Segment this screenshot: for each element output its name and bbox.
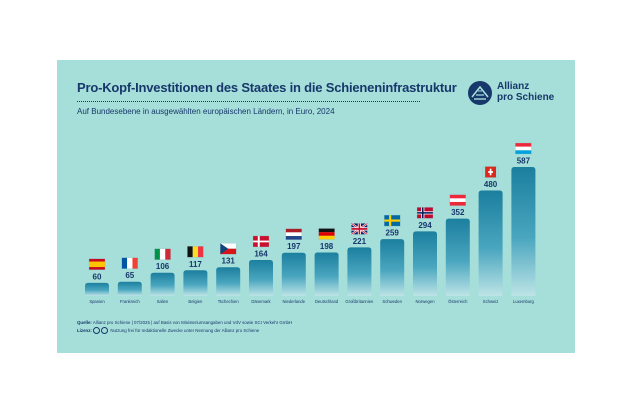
license-text: Nutzung frei für redaktionelle Zwecke un… xyxy=(110,328,260,333)
flag-be-icon xyxy=(187,246,204,258)
flag-se-icon xyxy=(384,214,401,227)
category-label: Dänemark xyxy=(251,299,271,304)
bar xyxy=(314,252,339,296)
value-label: 198 xyxy=(320,242,334,251)
value-label: 60 xyxy=(93,272,102,281)
category-label: Niederlande xyxy=(283,299,306,304)
bar-chart: 60 Spanien 65 Frankreich 106 Italien 117 Belgie… xyxy=(85,142,536,304)
source-text: Allianz pro Schiene | 07/2025 | auf Basi… xyxy=(92,320,293,325)
allianz-pro-schiene-logo-icon xyxy=(468,81,492,105)
bar xyxy=(511,167,536,296)
bar xyxy=(216,267,241,296)
bar xyxy=(413,231,437,296)
license-label: Lizenz: xyxy=(77,328,92,333)
flag-nl-icon xyxy=(285,228,302,240)
source-label: Quelle: xyxy=(77,320,92,325)
license-line: Lizenz: Nutzung frei für redaktionelle Z… xyxy=(77,327,292,335)
value-label: 587 xyxy=(517,157,531,166)
flag-de-icon xyxy=(318,228,335,240)
infographic-card: Pro-Kopf-Investitionen des Staates in di… xyxy=(57,60,575,353)
category-label: Deutschland xyxy=(315,299,339,304)
category-label: Italien xyxy=(157,299,169,304)
category-label: Luxemburg xyxy=(513,299,535,304)
chart-subtitle: Auf Bundesebene in ausgewählten europäis… xyxy=(77,107,335,116)
bar xyxy=(281,252,306,296)
logo-line-2: pro Schiene xyxy=(497,92,555,103)
chart-title: Pro-Kopf-Investitionen des Staates in di… xyxy=(77,80,457,95)
value-label: 197 xyxy=(287,242,301,251)
flag-dk-icon xyxy=(252,235,270,248)
attribution-icon xyxy=(101,327,109,335)
bar xyxy=(183,270,208,296)
flag-at-icon xyxy=(449,194,466,206)
value-label: 117 xyxy=(189,260,202,269)
category-label: Schweden xyxy=(382,299,402,304)
bar xyxy=(249,259,273,296)
category-label: Belgien xyxy=(188,299,203,304)
category-label: Norwegen xyxy=(415,299,435,304)
flag-no-icon xyxy=(416,207,434,219)
bar xyxy=(117,281,142,296)
bar xyxy=(478,190,503,296)
source-line: Quelle: Allianz pro Schiene | 07/2025 | … xyxy=(77,319,292,327)
flag-lu-icon xyxy=(515,142,532,155)
flag-cz-icon xyxy=(220,243,237,255)
value-label: 106 xyxy=(156,262,170,271)
bar xyxy=(85,282,109,296)
bar xyxy=(380,239,405,296)
value-label: 259 xyxy=(386,229,400,238)
value-label: 480 xyxy=(484,180,498,189)
category-label: Schweiz xyxy=(483,299,499,304)
category-label: Großbritannien xyxy=(345,299,374,304)
flag-it-icon xyxy=(154,248,171,260)
title-divider xyxy=(77,101,420,102)
creative-commons-icon xyxy=(93,327,101,335)
bar xyxy=(150,272,175,296)
bar xyxy=(445,218,470,296)
value-label: 65 xyxy=(125,271,134,280)
value-label: 164 xyxy=(254,249,268,258)
flag-ch-icon xyxy=(482,166,499,178)
flag-fr-icon xyxy=(121,257,138,269)
category-label: Spanien xyxy=(89,299,105,304)
logo-line-1: Allianz xyxy=(497,81,530,92)
chart-footer: Quelle: Allianz pro Schiene | 07/2025 | … xyxy=(77,319,292,335)
bar xyxy=(347,247,372,296)
category-label: Österreich xyxy=(448,299,468,304)
value-label: 131 xyxy=(222,257,236,266)
value-label: 221 xyxy=(353,237,367,246)
category-label: Tschechien xyxy=(218,299,240,304)
category-label: Frankreich xyxy=(120,299,140,304)
flag-gb-icon xyxy=(350,222,368,236)
flag-es-icon xyxy=(88,258,106,270)
value-label: 294 xyxy=(418,221,432,230)
brand-logo: Allianz pro Schiene xyxy=(467,78,575,112)
value-label: 352 xyxy=(451,208,465,217)
